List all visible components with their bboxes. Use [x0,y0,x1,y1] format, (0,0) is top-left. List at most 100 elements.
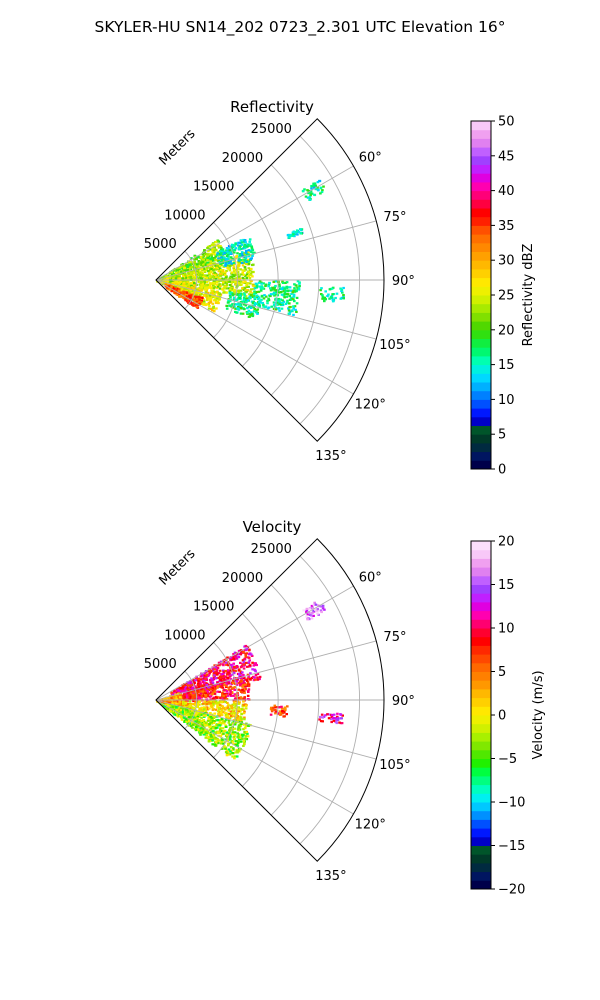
colorbar-tick-label: 10 [498,622,515,637]
echo-gate [271,706,275,709]
echo-gate [237,264,241,267]
echo-gate [238,701,241,704]
echo-gate [215,673,219,676]
echo-gate [250,676,254,679]
echo-gate [168,283,172,286]
echo-gate [229,691,232,694]
echo-gate [243,292,246,295]
azimuth-gridline [155,279,377,340]
echo-gate [235,255,238,258]
echo-gate [243,252,246,255]
echo-gate [228,673,231,676]
echo-gate [243,294,247,297]
echo-gate [262,303,265,306]
echo-gate [209,300,212,303]
echo-gate [193,270,196,273]
echo-gate [310,187,313,190]
echo-gate [244,290,247,294]
echo-gate [204,708,208,711]
echo-gate [194,676,198,680]
echo-gate [250,293,253,296]
echo-gate [207,279,211,282]
echo-gate [241,733,244,736]
echo-gate [228,724,232,727]
colorbar-swatch [471,662,491,672]
echo-gate [216,290,219,294]
echo-gate [276,299,280,302]
echo-gate [198,727,202,730]
echo-gate [215,287,219,290]
echo-gate [223,678,226,681]
echo-gate [290,309,294,312]
echo-gate [162,276,165,279]
echo-gate [217,280,220,283]
echo-gate [219,256,223,259]
colorbar-swatch [471,251,491,261]
echo-gate [221,681,225,684]
echo-gate [209,736,213,739]
echo-gate [212,244,216,247]
echo-gate [271,287,275,290]
echo-gate [332,719,336,722]
echo-gate [231,294,235,297]
echo-gate [237,733,241,736]
echo-gate [247,685,251,688]
echo-gate [214,255,217,258]
colorbar-swatch [471,854,491,864]
echo-gate [225,276,228,279]
echo-gate [238,710,242,713]
echo-gate [205,683,208,686]
echo-gate [230,712,233,715]
echo-gate [308,195,312,199]
echo-gate [263,294,266,297]
echo-gate [282,300,286,303]
echo-gate [206,287,209,290]
echo-gate [194,697,197,701]
echo-gate [203,672,206,675]
echo-gate [207,701,211,704]
echo-gate [217,270,221,273]
echo-gate [264,284,267,287]
colorbar-swatch [471,758,491,768]
echo-gate [204,736,208,739]
echo-gate [178,289,181,292]
echo-gate [226,680,229,683]
echo-gate [243,716,246,719]
echo-gate [180,291,184,294]
echo-gate [194,275,197,278]
colorbar-swatch [471,329,491,339]
echo-gate [236,306,240,309]
echo-gate [179,687,182,690]
echo-gate [208,271,211,274]
colorbar-swatch [471,295,491,305]
echo-gate [209,712,212,715]
echo-gate [220,701,224,704]
echo-gate [225,692,228,696]
echo-gate [187,294,191,297]
echo-gate [212,305,215,308]
echo-gate [178,698,182,701]
echo-gate [198,256,201,259]
echo-gate [219,253,222,256]
echo-gate [217,742,220,745]
echo-gate [192,688,196,691]
echo-gate [232,264,235,267]
echo-gate [236,244,240,247]
echo-gate [176,277,180,280]
echo-gate [233,688,236,691]
echo-gate [215,669,219,672]
echo-gate [225,254,229,258]
echo-gate [178,715,182,718]
echo-gate [295,310,298,313]
echo-gate [227,261,231,265]
echo-gate [314,188,318,191]
echo-gate [191,723,195,726]
echo-gate [212,735,216,738]
echo-gate [293,300,296,303]
echo-gate [199,708,202,711]
echo-gate [212,293,216,296]
azimuth-gridline [155,279,354,395]
echo-gate [225,269,228,272]
echo-gate [212,721,216,724]
echo-gate [288,310,292,314]
